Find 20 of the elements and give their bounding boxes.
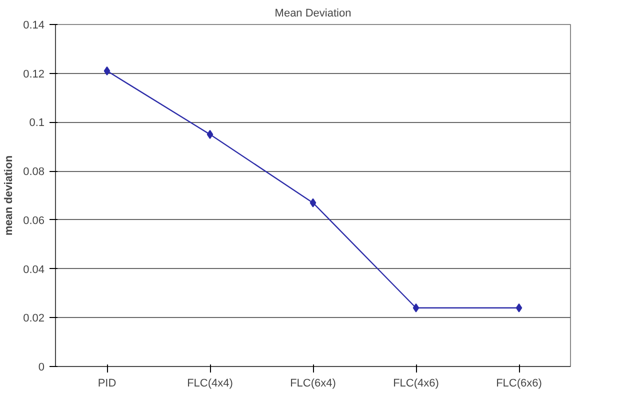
y-tick-label: 0.04 [23,264,45,276]
point [206,130,214,139]
x-tick-label: FLC(4x6) [393,378,439,390]
x-tick-label: FLC(4x4) [187,378,233,390]
y-tick-label: 0.12 [23,68,45,80]
y-tick-label: 0 [38,362,45,374]
x-tick-label: FLC(6x6) [496,378,542,390]
y-tick-label: 0.1 [29,117,45,130]
y-tick-label: 0.02 [23,312,45,325]
point [310,198,316,208]
x-tick-label: FLC(6x4) [290,378,336,390]
point [104,66,110,76]
y-tick-label: 0.14 [23,20,45,32]
chart-title: Mean Deviation [274,8,352,20]
y-axis-title: mean deviation [3,155,16,236]
y-tick-label: 0.06 [23,214,45,227]
point [412,303,420,312]
y-tick-label: 0.08 [23,166,45,178]
point [516,303,522,312]
x-tick-label: PID [98,378,116,390]
